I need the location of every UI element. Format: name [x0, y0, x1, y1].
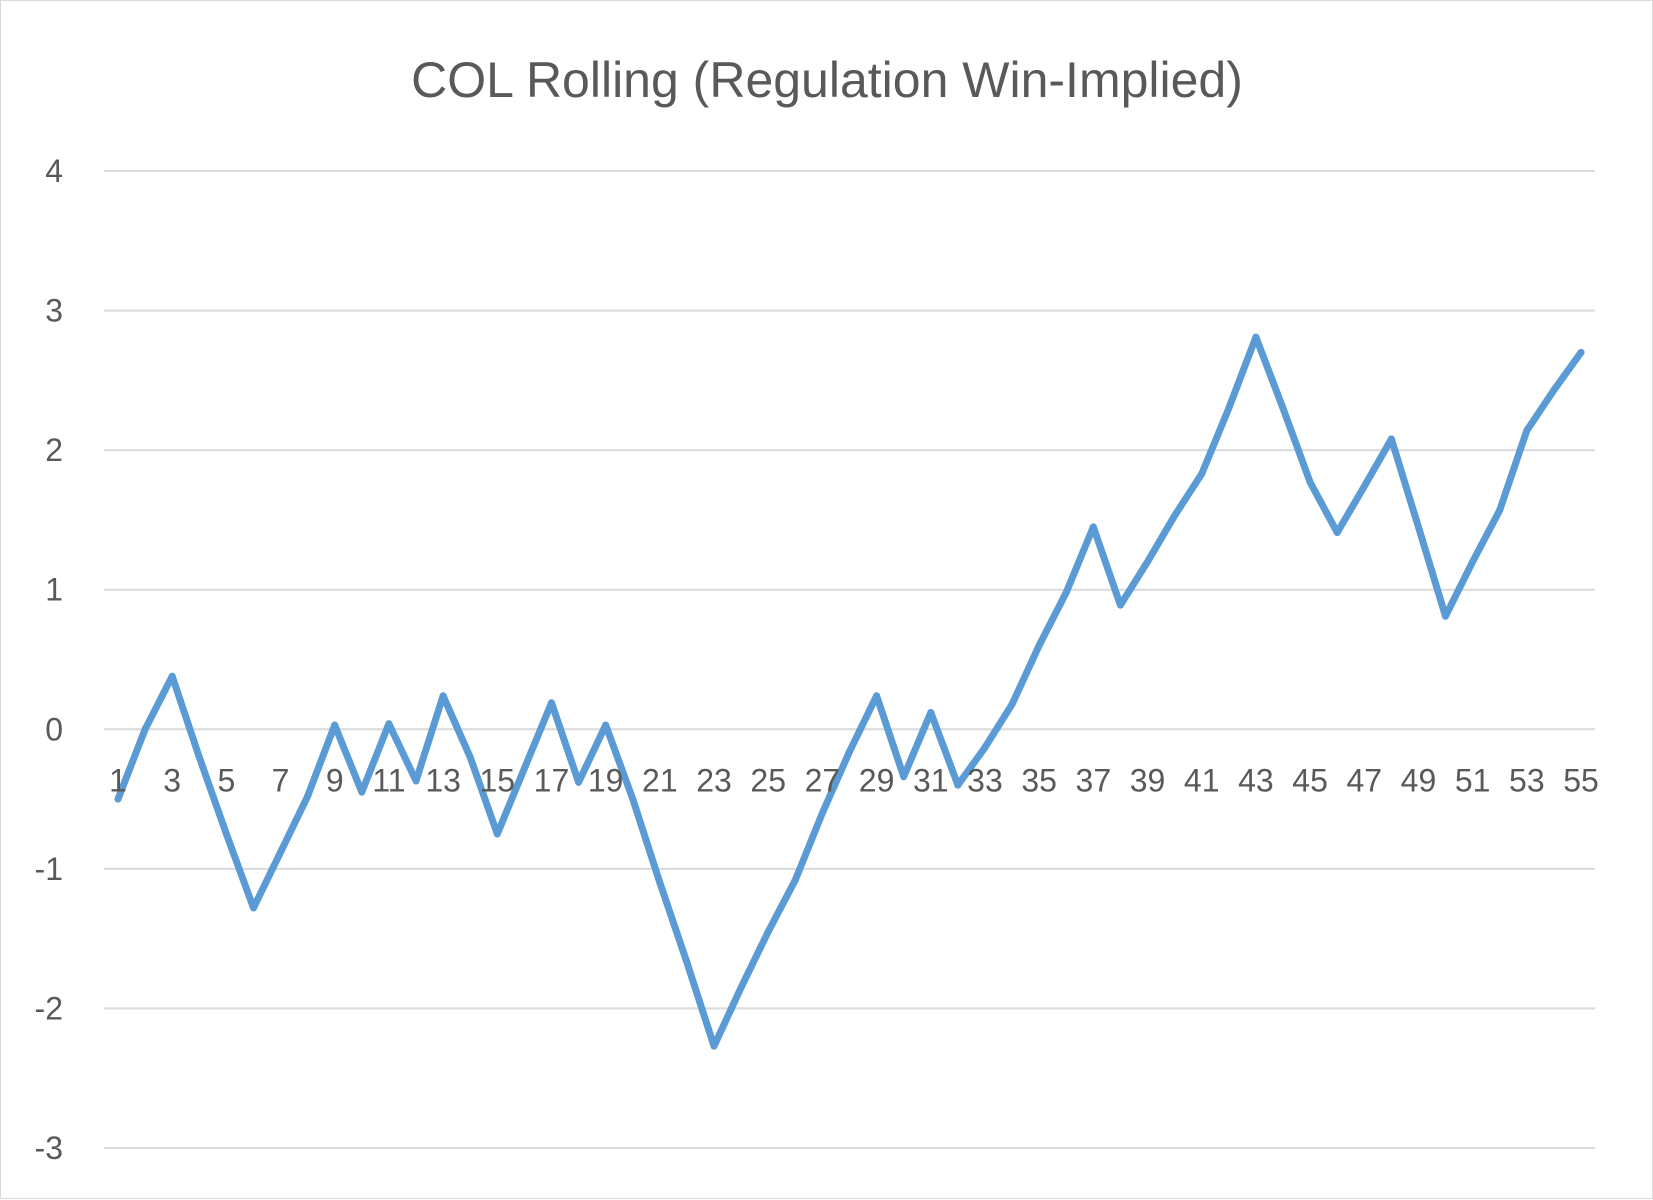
- y-tick-label: 1: [45, 572, 63, 608]
- x-tick-label: 37: [1076, 762, 1112, 798]
- gridlines: [104, 170, 1595, 1149]
- x-tick-label: 5: [217, 762, 235, 798]
- series-layer: [114, 333, 1585, 1050]
- series-line: [114, 333, 1585, 1050]
- x-tick-label: 15: [479, 762, 515, 798]
- data-point: [1252, 333, 1260, 341]
- data-point: [1035, 642, 1043, 650]
- x-tick-label: 19: [588, 762, 624, 798]
- data-point: [304, 792, 312, 800]
- data-point: [818, 809, 826, 817]
- x-tick-label: 41: [1184, 762, 1220, 798]
- data-point: [1306, 478, 1314, 486]
- data-point: [1171, 512, 1179, 520]
- data-point: [1089, 523, 1097, 531]
- x-tick-label: 17: [534, 762, 570, 798]
- data-point: [1062, 589, 1070, 597]
- y-tick-label: -1: [35, 851, 63, 887]
- data-point: [1116, 601, 1124, 609]
- data-point: [195, 753, 203, 761]
- data-point: [277, 848, 285, 856]
- data-point: [1198, 470, 1206, 478]
- data-point: [439, 692, 447, 700]
- x-tick-label: 43: [1238, 762, 1274, 798]
- data-point: [1387, 435, 1395, 443]
- data-point: [954, 781, 962, 789]
- data-point: [547, 699, 555, 707]
- y-tick-label: 3: [45, 293, 63, 329]
- data-point: [1469, 558, 1477, 566]
- x-tick-label: 7: [272, 762, 290, 798]
- x-tick-label: 27: [805, 762, 841, 798]
- x-tick-label: 39: [1130, 762, 1166, 798]
- data-point: [1523, 427, 1531, 435]
- x-axis-tick-labels: 1 3 5 7 9 11 13 15 17 19 21 23 25 27 29 31 33 35 37 39 41 43 4…: [109, 762, 1599, 798]
- x-tick-label: 23: [696, 762, 732, 798]
- data-point: [1496, 506, 1504, 514]
- x-tick-label: 53: [1509, 762, 1545, 798]
- y-axis-tick-labels: -3 -2 -1 0 1 2 3 4: [35, 153, 63, 1166]
- data-point: [358, 788, 366, 796]
- data-point: [222, 830, 230, 838]
- x-tick-label: 9: [326, 762, 344, 798]
- data-point: [602, 721, 610, 729]
- y-tick-label: 2: [45, 432, 63, 468]
- data-point: [656, 879, 664, 887]
- data-point: [710, 1042, 718, 1050]
- data-point: [168, 672, 176, 680]
- data-point: [466, 753, 474, 761]
- x-tick-label: 35: [1021, 762, 1057, 798]
- data-point: [764, 928, 772, 936]
- x-tick-label: 47: [1346, 762, 1382, 798]
- data-point: [412, 777, 420, 785]
- data-point: [493, 830, 501, 838]
- chart-title: COL Rolling (Regulation Win-Implied): [411, 52, 1243, 108]
- x-tick-label: 29: [859, 762, 895, 798]
- data-point: [1008, 700, 1016, 708]
- data-point: [683, 958, 691, 966]
- x-tick-label: 11: [372, 762, 405, 798]
- x-tick-label: 3: [163, 762, 181, 798]
- x-tick-label: 13: [425, 762, 461, 798]
- data-point: [520, 764, 528, 772]
- y-tick-label: -3: [35, 1130, 63, 1166]
- data-point: [737, 983, 745, 991]
- data-point: [331, 721, 339, 729]
- data-point: [1144, 558, 1152, 566]
- data-point: [1279, 404, 1287, 412]
- x-tick-label: 25: [750, 762, 786, 798]
- x-tick-label: 49: [1401, 762, 1437, 798]
- data-point: [927, 709, 935, 717]
- data-point: [249, 904, 257, 912]
- data-point: [791, 876, 799, 884]
- data-point: [1577, 348, 1585, 356]
- data-point: [846, 748, 853, 756]
- data-point: [981, 743, 989, 751]
- x-tick-label: 33: [967, 762, 1003, 798]
- data-point: [1333, 528, 1341, 536]
- y-tick-label: -2: [35, 990, 63, 1026]
- x-tick-label: 21: [642, 762, 678, 798]
- x-tick-label: 51: [1455, 762, 1491, 798]
- data-point: [1225, 404, 1233, 412]
- y-tick-label: 0: [45, 711, 63, 747]
- data-point: [575, 778, 583, 786]
- data-point: [1414, 523, 1422, 531]
- data-point: [1550, 386, 1558, 394]
- x-tick-label: 55: [1563, 762, 1599, 798]
- data-point: [385, 720, 393, 728]
- x-tick-label: 45: [1292, 762, 1328, 798]
- data-point: [114, 795, 122, 803]
- data-point: [1360, 482, 1368, 490]
- data-point: [900, 773, 908, 781]
- x-tick-label: 1: [109, 762, 127, 798]
- data-point: [873, 692, 881, 700]
- data-point: [141, 725, 149, 733]
- data-point: [1442, 612, 1450, 620]
- x-tick-label: 31: [913, 762, 949, 798]
- data-point: [629, 795, 637, 803]
- y-tick-label: 4: [45, 153, 63, 189]
